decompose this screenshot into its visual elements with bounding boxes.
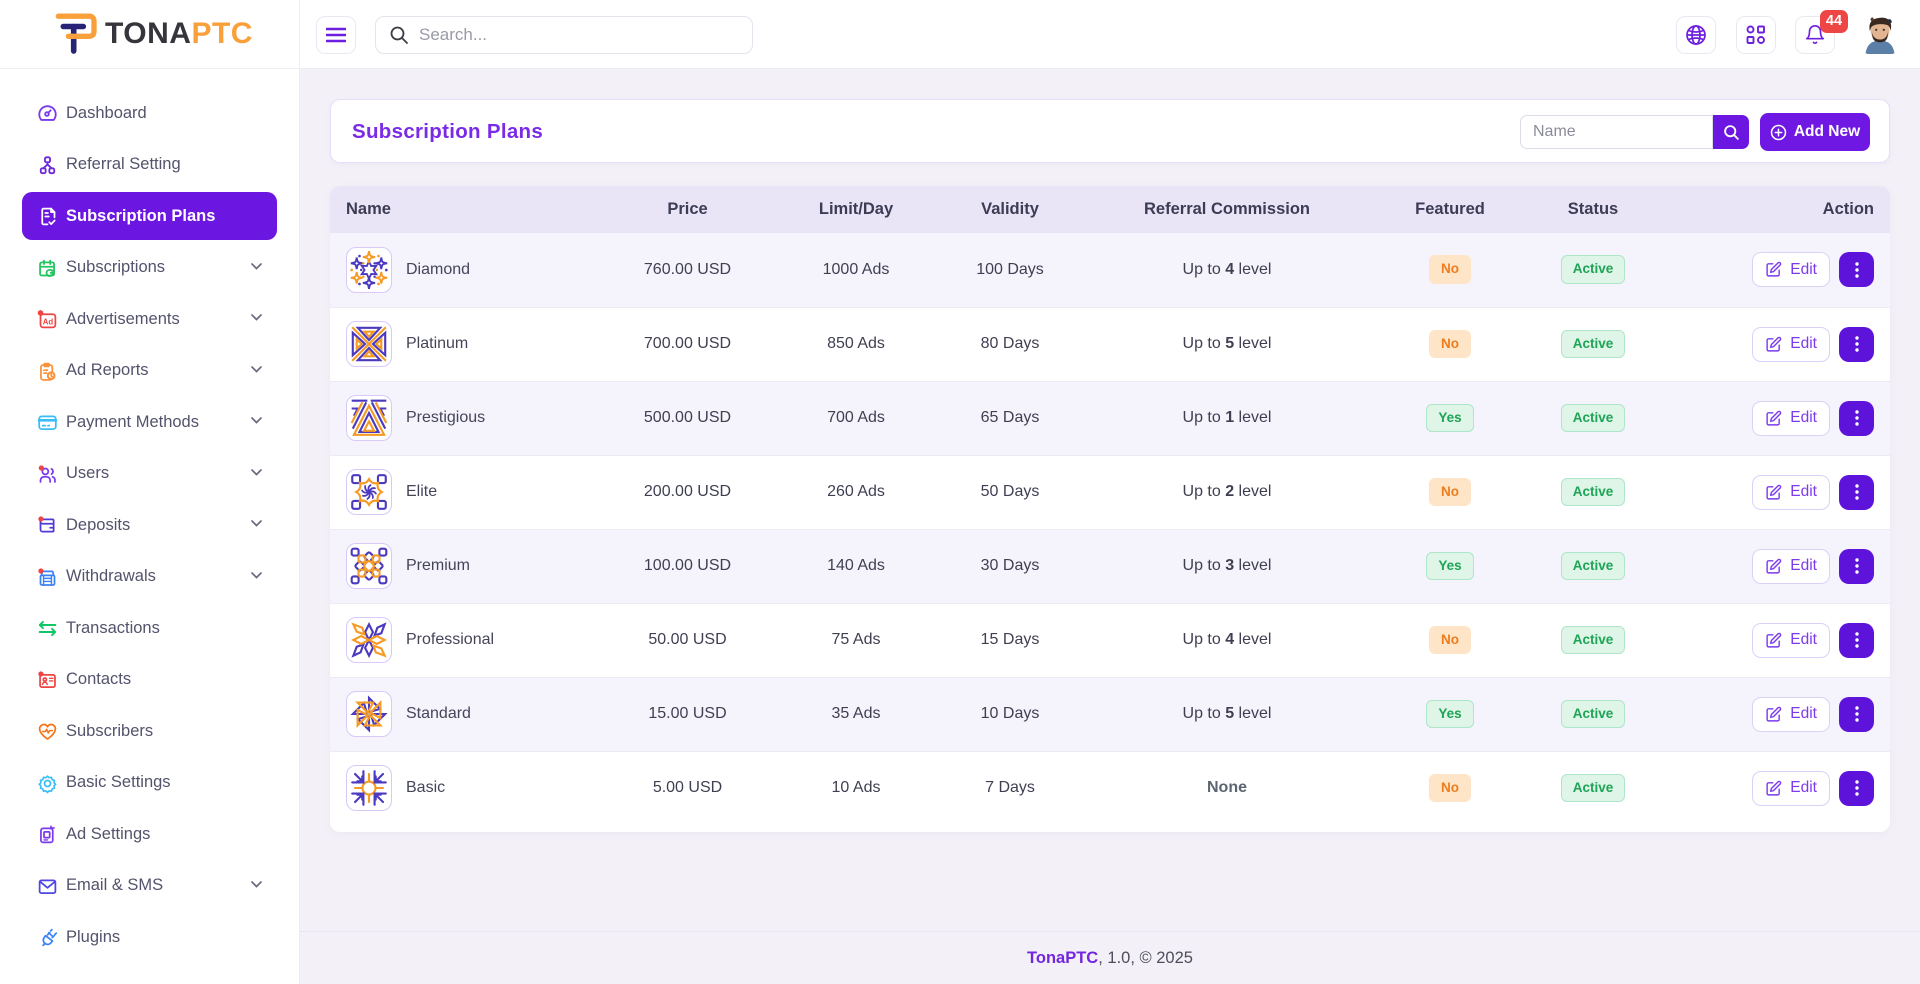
svg-text:Ad: Ad	[43, 317, 54, 326]
